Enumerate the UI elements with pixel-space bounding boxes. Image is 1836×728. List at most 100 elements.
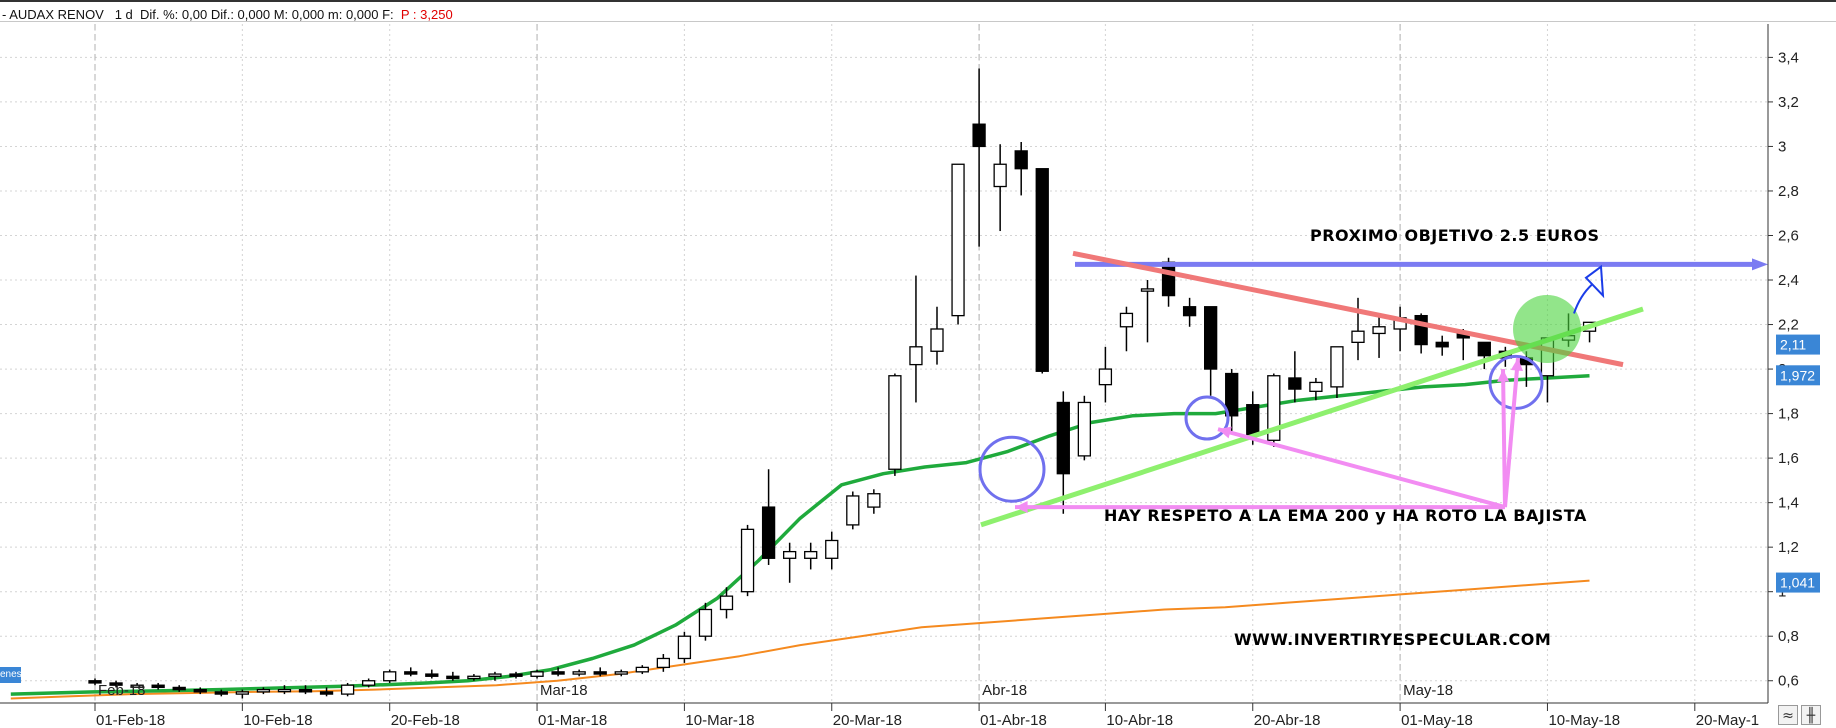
candle-up (825, 539, 839, 559)
candle-up (1119, 312, 1134, 328)
candle-up (256, 688, 271, 693)
price-tag (1776, 365, 1820, 386)
candle-up (1330, 346, 1344, 388)
candle-up (888, 375, 902, 470)
candle-up (677, 635, 692, 660)
candle-down (1288, 377, 1302, 390)
candle-down (972, 123, 986, 148)
candle-down (761, 506, 776, 559)
annotation-drawings (978, 250, 1768, 528)
candle-up (277, 688, 292, 693)
double-chevron-icon[interactable]: ≈ (1778, 705, 1798, 725)
candle-up (235, 691, 250, 695)
last-price: P : 3,250 (400, 7, 453, 22)
candle-down (1161, 261, 1176, 297)
comment-annotation: HAY RESPETO A LA EMA 200 y HA ROTO LA BA… (1104, 506, 1587, 525)
candle-down (1035, 168, 1049, 372)
month-label: Mar-18 (540, 682, 588, 699)
x-tick-label: 20-Abr-18 (1254, 712, 1321, 728)
candle-down (319, 691, 334, 695)
period-label: 1 d (114, 7, 133, 22)
candle-up (1372, 326, 1386, 335)
month-label: Feb-18 (98, 682, 146, 699)
candle-up (698, 608, 713, 637)
candle-down (1414, 314, 1428, 346)
y-tick-label: 0,8 (1778, 628, 1799, 645)
annotation-arrow (1217, 427, 1506, 510)
y-tick-label: 2,8 (1778, 183, 1799, 200)
candle-up (1309, 381, 1323, 392)
candlestick-icon[interactable]: ╫ (1801, 705, 1821, 725)
candle-up (614, 671, 628, 675)
candle-down (551, 671, 565, 675)
y-tick-label: 0,6 (1778, 673, 1799, 690)
candle-up (719, 595, 734, 611)
x-tick-label: 01-Feb-18 (96, 712, 165, 728)
annotation-arrowhead (1015, 501, 1028, 514)
annotation-arrowhead (1218, 426, 1232, 439)
candles (88, 68, 1597, 699)
y-tick-label: 1,4 (1778, 495, 1799, 512)
axes: 3,43,232,82,62,42,221,81,61,41,210,80,60… (0, 24, 1799, 728)
x-tick-label: 10-Mar-18 (685, 712, 754, 728)
price-tag-label: 2,11 (1780, 337, 1806, 353)
stats-text: Dif. %: 0,00 Dif.: 0,000 M: 0,000 m: 0,0… (140, 7, 394, 22)
candle-down (298, 688, 313, 693)
price-tags: 2,11 1,972 1,041 (1776, 334, 1820, 593)
candle-down (1435, 341, 1449, 348)
candle-down (1056, 401, 1070, 475)
x-tick-label: 20-Feb-18 (391, 712, 460, 728)
candle-up (1098, 368, 1113, 386)
x-tick-label: 20-May-1 (1696, 712, 1759, 728)
website-annotation: WWW.INVERTIRYESPECULAR.COM (1234, 630, 1551, 649)
candle-up (340, 684, 355, 695)
x-tick-label: 10-Abr-18 (1106, 712, 1173, 728)
month-label: May-18 (1403, 682, 1453, 699)
target-line-arrowhead (1752, 258, 1768, 271)
y-tick-label: 1,6 (1778, 450, 1799, 467)
y-tick-label: 3,4 (1778, 49, 1799, 66)
header-text: - AUDAX RENOV 1 d Dif. %: 0,00 Dif.: 0,0… (2, 7, 453, 22)
x-tick-label: 01-Mar-18 (538, 712, 607, 728)
ema-fast-line (10, 373, 1590, 696)
candle-up (930, 328, 944, 352)
candle-up (1077, 401, 1091, 457)
candle-down (172, 686, 186, 691)
candle-up (951, 163, 965, 317)
candle-up (993, 163, 1007, 188)
candle-down (404, 671, 418, 675)
ema-200-line (10, 579, 1590, 700)
series-tag: enes (0, 667, 21, 683)
candle-up (656, 657, 670, 669)
y-tick-label: 2,4 (1778, 272, 1799, 289)
breakout-highlight (1513, 294, 1581, 363)
candle-down (425, 673, 439, 677)
candle-up (635, 666, 649, 673)
candle-up (530, 671, 544, 677)
candle-up (130, 684, 144, 688)
chart-header: - AUDAX RENOV 1 d Dif. %: 0,00 Dif.: 0,0… (0, 0, 1836, 22)
candle-down (509, 673, 523, 677)
candle-down (88, 680, 102, 684)
candle-down (1477, 341, 1491, 357)
y-tick-label: 2,2 (1778, 317, 1799, 334)
candle-down (1204, 306, 1218, 370)
candle-up (783, 550, 797, 559)
series-tag-label: enes (0, 669, 21, 680)
price-tag (1776, 334, 1820, 355)
annotation-arrow (1501, 369, 1507, 508)
candle-up (361, 680, 376, 686)
upside-arrow (1573, 283, 1593, 314)
price-tag-label: 1,972 (1780, 367, 1815, 383)
candle-up (467, 675, 481, 680)
candle-down (1182, 306, 1197, 317)
candle-down (593, 671, 607, 675)
candle-down (151, 684, 165, 689)
candle-up (867, 493, 881, 508)
y-tick-label: 3,2 (1778, 94, 1799, 111)
candle-down (1014, 150, 1028, 170)
candle-up (1140, 288, 1155, 292)
x-tick-label: 20-Mar-18 (833, 712, 902, 728)
x-tick-label: 01-May-18 (1401, 712, 1473, 728)
x-tick-label: 10-May-18 (1548, 712, 1620, 728)
